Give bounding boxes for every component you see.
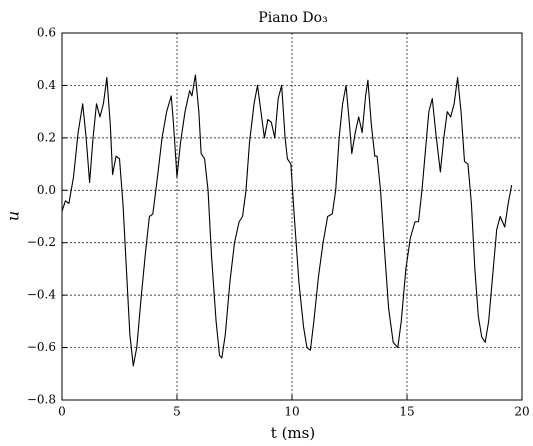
y-tick-label: −0.6 xyxy=(27,340,56,354)
y-tick-label: 0.4 xyxy=(37,78,56,92)
x-tick-label: 15 xyxy=(399,405,414,419)
y-tick-label: −0.2 xyxy=(27,235,56,249)
data-line xyxy=(61,74,513,367)
x-tick-label: 5 xyxy=(173,405,181,419)
y-tick-label: −0.8 xyxy=(27,393,56,407)
y-tick-label: 0.2 xyxy=(37,130,56,144)
plot-frame xyxy=(61,32,523,401)
y-axis-label: u xyxy=(4,211,23,221)
y-tick-label: 0.6 xyxy=(37,26,56,40)
chart-title: Piano Do₃ xyxy=(258,10,327,26)
x-axis-label: t (ms) xyxy=(271,424,315,442)
x-tick-label: 20 xyxy=(514,405,529,419)
y-tick-label: −0.4 xyxy=(27,288,57,302)
x-tick-label: 10 xyxy=(284,405,299,419)
x-tick-label: 0 xyxy=(58,405,66,419)
y-tick-label: 0.0 xyxy=(37,183,56,197)
